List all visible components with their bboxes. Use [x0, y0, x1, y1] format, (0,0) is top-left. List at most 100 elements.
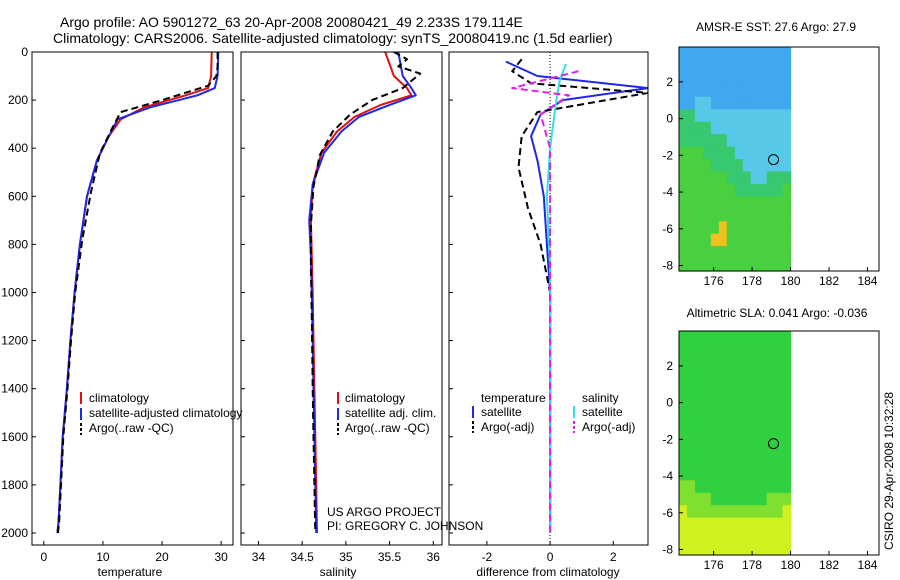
- heatmap-cell: [758, 159, 768, 173]
- heatmap-cell: [710, 208, 720, 222]
- heatmap-cell: [742, 530, 752, 544]
- heatmap-cell: [686, 246, 696, 260]
- heatmap-cell: [742, 109, 752, 123]
- heatmap-cell: [718, 96, 728, 110]
- heatmap-cell: [686, 530, 696, 544]
- heatmap-cell: [782, 467, 792, 481]
- heatmap-cell: [679, 443, 688, 457]
- heatmap-cell: [694, 47, 704, 61]
- map-y-tick-label: -6: [662, 506, 673, 520]
- argo-float-marker: [768, 154, 779, 166]
- heatmap-cell: [718, 492, 728, 506]
- heatmap-cell: [710, 246, 720, 260]
- heatmap-cell: [679, 542, 688, 556]
- heatmap-cell: [782, 393, 792, 407]
- heatmap-cell: [774, 246, 784, 260]
- heatmap-cell: [726, 159, 736, 173]
- credit-project: US ARGO PROJECT: [327, 505, 442, 519]
- heatmap-cell: [774, 343, 784, 357]
- heatmap-cell: [726, 517, 736, 531]
- heatmap-cell: [758, 343, 768, 357]
- heatmap-cell: [694, 505, 704, 519]
- map-y-tick-label: -2: [662, 432, 673, 446]
- heatmap-cell: [758, 84, 768, 98]
- heatmap-cell: [774, 96, 784, 110]
- sla-map-panel: Altimetric SLA: 0.041 Argo: -0.036 176 17…: [662, 306, 880, 572]
- heatmap-cell: [679, 368, 688, 382]
- heatmap-cell: [750, 196, 760, 210]
- heatmap-cell: [734, 134, 744, 148]
- map-y-tick-label: -8: [662, 542, 673, 556]
- series-line-argo-raw-qc: [57, 52, 219, 534]
- heatmap-cell: [718, 121, 728, 135]
- heatmap-cell: [686, 208, 696, 222]
- heatmap-cell: [742, 542, 752, 556]
- heatmap-cell: [734, 196, 744, 210]
- heatmap-cell: [726, 84, 736, 98]
- heatmap-cell: [766, 368, 776, 382]
- heatmap-cell: [758, 59, 768, 73]
- heatmap-cell: [766, 159, 776, 173]
- heatmap-cell: [718, 368, 728, 382]
- heatmap-cell: [766, 246, 776, 260]
- heatmap-cell: [702, 355, 712, 369]
- heatmap-cell: [758, 443, 768, 457]
- heatmap-cell: [766, 393, 776, 407]
- heatmap-cell: [702, 480, 712, 494]
- heatmap-cell: [702, 368, 712, 382]
- heatmap-cell: [718, 443, 728, 457]
- heatmap-cell: [758, 233, 768, 247]
- heatmap-cell: [734, 171, 744, 185]
- heatmap-cell: [694, 455, 704, 469]
- heatmap-cell: [686, 505, 696, 519]
- heatmap-cell: [686, 171, 696, 185]
- heatmap-cell: [718, 455, 728, 469]
- map-y-tick-label: 2: [666, 75, 673, 89]
- heatmap-cell: [694, 59, 704, 73]
- heatmap-cell: [726, 171, 736, 185]
- heatmap-cell: [734, 443, 744, 457]
- salinity-xlabel: salinity: [320, 565, 357, 579]
- heatmap-cell: [766, 418, 776, 432]
- legend-label-satellite: satellite adj. clim.: [345, 406, 436, 420]
- y-tick-label: 600: [8, 189, 28, 203]
- y-tick-label: 1200: [1, 334, 28, 348]
- heatmap-cell: [702, 393, 712, 407]
- heatmap-cell: [766, 343, 776, 357]
- heatmap-cell: [718, 480, 728, 494]
- heatmap-cell: [686, 455, 696, 469]
- map-y-tick-label: 0: [666, 112, 673, 126]
- heatmap-cell: [750, 146, 760, 160]
- heatmap-cell: [742, 480, 752, 494]
- heatmap-cell: [694, 542, 704, 556]
- heatmap-cell: [782, 84, 792, 98]
- heatmap-cell: [774, 530, 784, 544]
- heatmap-cell: [750, 405, 760, 419]
- heatmap-cell: [710, 443, 720, 457]
- heatmap-cell: [750, 430, 760, 444]
- heatmap-cell: [702, 380, 712, 394]
- heatmap-cell: [782, 71, 792, 85]
- heatmap-cell: [679, 84, 688, 98]
- heatmap-cell: [718, 258, 728, 272]
- heatmap-cell: [750, 233, 760, 247]
- legend-label-climatology: climatology: [89, 391, 149, 405]
- heatmap-cell: [686, 331, 696, 345]
- heatmap-cell: [726, 146, 736, 160]
- difference-xlabel: difference from climatology: [476, 565, 619, 579]
- heatmap-cell: [726, 455, 736, 469]
- legend-label-argo: Argo(..raw -QC): [345, 421, 430, 435]
- heatmap-cell: [710, 405, 720, 419]
- heatmap-cell: [750, 505, 760, 519]
- heatmap-cell: [766, 84, 776, 98]
- heatmap-cell: [750, 393, 760, 407]
- heatmap-cell: [750, 71, 760, 85]
- heatmap-cell: [766, 59, 776, 73]
- heatmap-cell: [718, 467, 728, 481]
- heatmap-cell: [694, 146, 704, 160]
- heatmap-cell: [774, 393, 784, 407]
- map-x-tick-label: 180: [781, 558, 801, 572]
- heatmap-cell: [694, 368, 704, 382]
- heatmap-cell: [718, 505, 728, 519]
- heatmap-cell: [679, 405, 688, 419]
